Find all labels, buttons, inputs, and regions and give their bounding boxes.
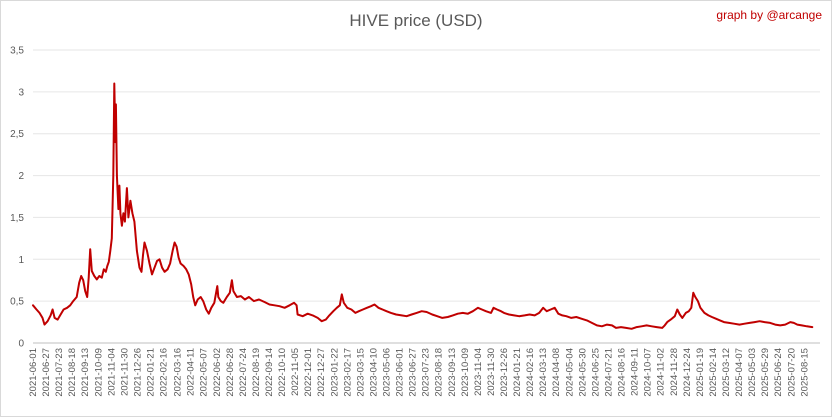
x-tick-label: 2024-04-08 [551,348,562,397]
y-axis-ticks: 0 0,5 1 1,5 2 2,5 3 3,5 [10,46,24,350]
x-tick-label: 2023-09-13 [447,348,458,397]
x-tick-label: 2023-05-06 [382,348,393,397]
x-tick-label: 2025-05-29 [760,348,771,397]
y-tick-label: 1 [18,255,24,266]
x-tick-label: 2024-08-16 [617,348,628,397]
x-tick-label: 2025-05-03 [747,348,758,397]
x-tick-label: 2022-06-28 [225,348,236,397]
x-tick-label: 2021-09-13 [80,348,91,397]
x-tick-label: 2024-05-04 [564,348,575,397]
x-tick-label: 2023-10-09 [460,348,471,397]
y-tick-label: 0,5 [10,297,24,308]
x-tick-label: 2023-06-01 [395,348,406,397]
chart-credit: graph by @arcange [716,8,822,22]
x-tick-label: 2024-02-16 [525,348,536,397]
x-tick-label: 2024-03-13 [538,348,549,397]
x-tick-label: 2023-11-30 [486,348,497,396]
x-axis-ticks: 2021-06-01 2021-06-27 2021-07-23 2021-08-18… [28,348,810,397]
x-tick-label: 2022-12-27 [316,348,327,397]
x-tick-label: 2021-10-09 [93,348,104,397]
x-tick-label: 2022-12-01 [303,348,314,397]
gridlines [33,49,820,344]
x-tick-label: 2025-02-14 [708,348,719,397]
x-tick-label: 2023-03-15 [355,348,366,397]
x-tick-label: 2024-07-21 [603,348,614,397]
x-tick-label: 2024-01-21 [512,348,523,397]
y-tick-label: 3 [18,87,24,98]
x-tick-label: 2024-06-25 [590,348,601,397]
plot-area [32,82,814,330]
chart-title: HIVE price (USD) [349,11,483,30]
x-tick-label: 2022-11-05 [290,348,301,396]
x-tick-label: 2021-06-01 [28,348,39,397]
x-tick-label: 2022-05-07 [199,348,210,397]
x-tick-label: 2022-01-21 [146,348,157,397]
x-tick-label: 2024-12-24 [682,348,693,397]
x-tick-label: 2021-07-23 [54,348,65,397]
x-tick-label: 2024-10-07 [643,348,654,397]
x-tick-label: 2024-09-11 [630,348,641,396]
y-tick-label: 2 [18,171,24,182]
x-tick-label: 2022-06-02 [212,348,223,397]
x-tick-label: 2023-01-22 [329,348,340,397]
x-tick-label: 2023-08-18 [434,348,445,397]
x-tick-label: 2022-04-11 [186,348,197,396]
x-tick-label: 2022-08-19 [251,348,262,397]
x-tick-label: 2021-12-26 [132,348,143,397]
x-tick-label: 2021-11-30 [119,348,130,396]
x-tick-label: 2021-06-27 [41,348,52,397]
x-tick-label: 2024-11-02 [656,348,667,396]
x-tick-label: 2022-02-16 [159,348,170,397]
x-tick-label: 2025-07-20 [786,348,797,397]
x-tick-label: 2024-05-30 [577,348,588,397]
x-tick-label: 2025-03-12 [721,348,732,397]
x-tick-label: 2025-01-19 [695,348,706,397]
x-tick-label: 2023-04-10 [368,348,379,397]
y-tick-label: 2,5 [10,129,24,140]
x-tick-label: 2022-03-16 [173,348,184,397]
x-tick-label: 2021-08-18 [67,348,78,397]
x-tick-label: 2023-11-04 [473,348,484,396]
x-tick-label: 2022-09-14 [264,348,275,397]
x-tick-label: 2025-04-07 [734,348,745,397]
y-tick-label: 0 [18,339,24,350]
y-tick-label: 1,5 [10,213,24,224]
x-tick-label: 2023-12-26 [499,348,510,397]
x-tick-label: 2022-10-10 [277,348,288,397]
x-tick-label: 2024-11-28 [669,348,680,396]
x-tick-label: 2025-06-24 [773,348,784,397]
x-tick-label: 2021-11-04 [106,348,117,396]
x-tick-label: 2023-07-23 [421,348,432,397]
x-tick-label: 2022-07-24 [238,348,249,397]
y-tick-label: 3,5 [10,46,24,57]
x-tick-label: 2023-06-27 [408,348,419,397]
x-tick-label: 2025-08-15 [799,348,810,397]
x-tick-label: 2023-02-17 [342,348,353,397]
price-series-line [32,82,814,330]
